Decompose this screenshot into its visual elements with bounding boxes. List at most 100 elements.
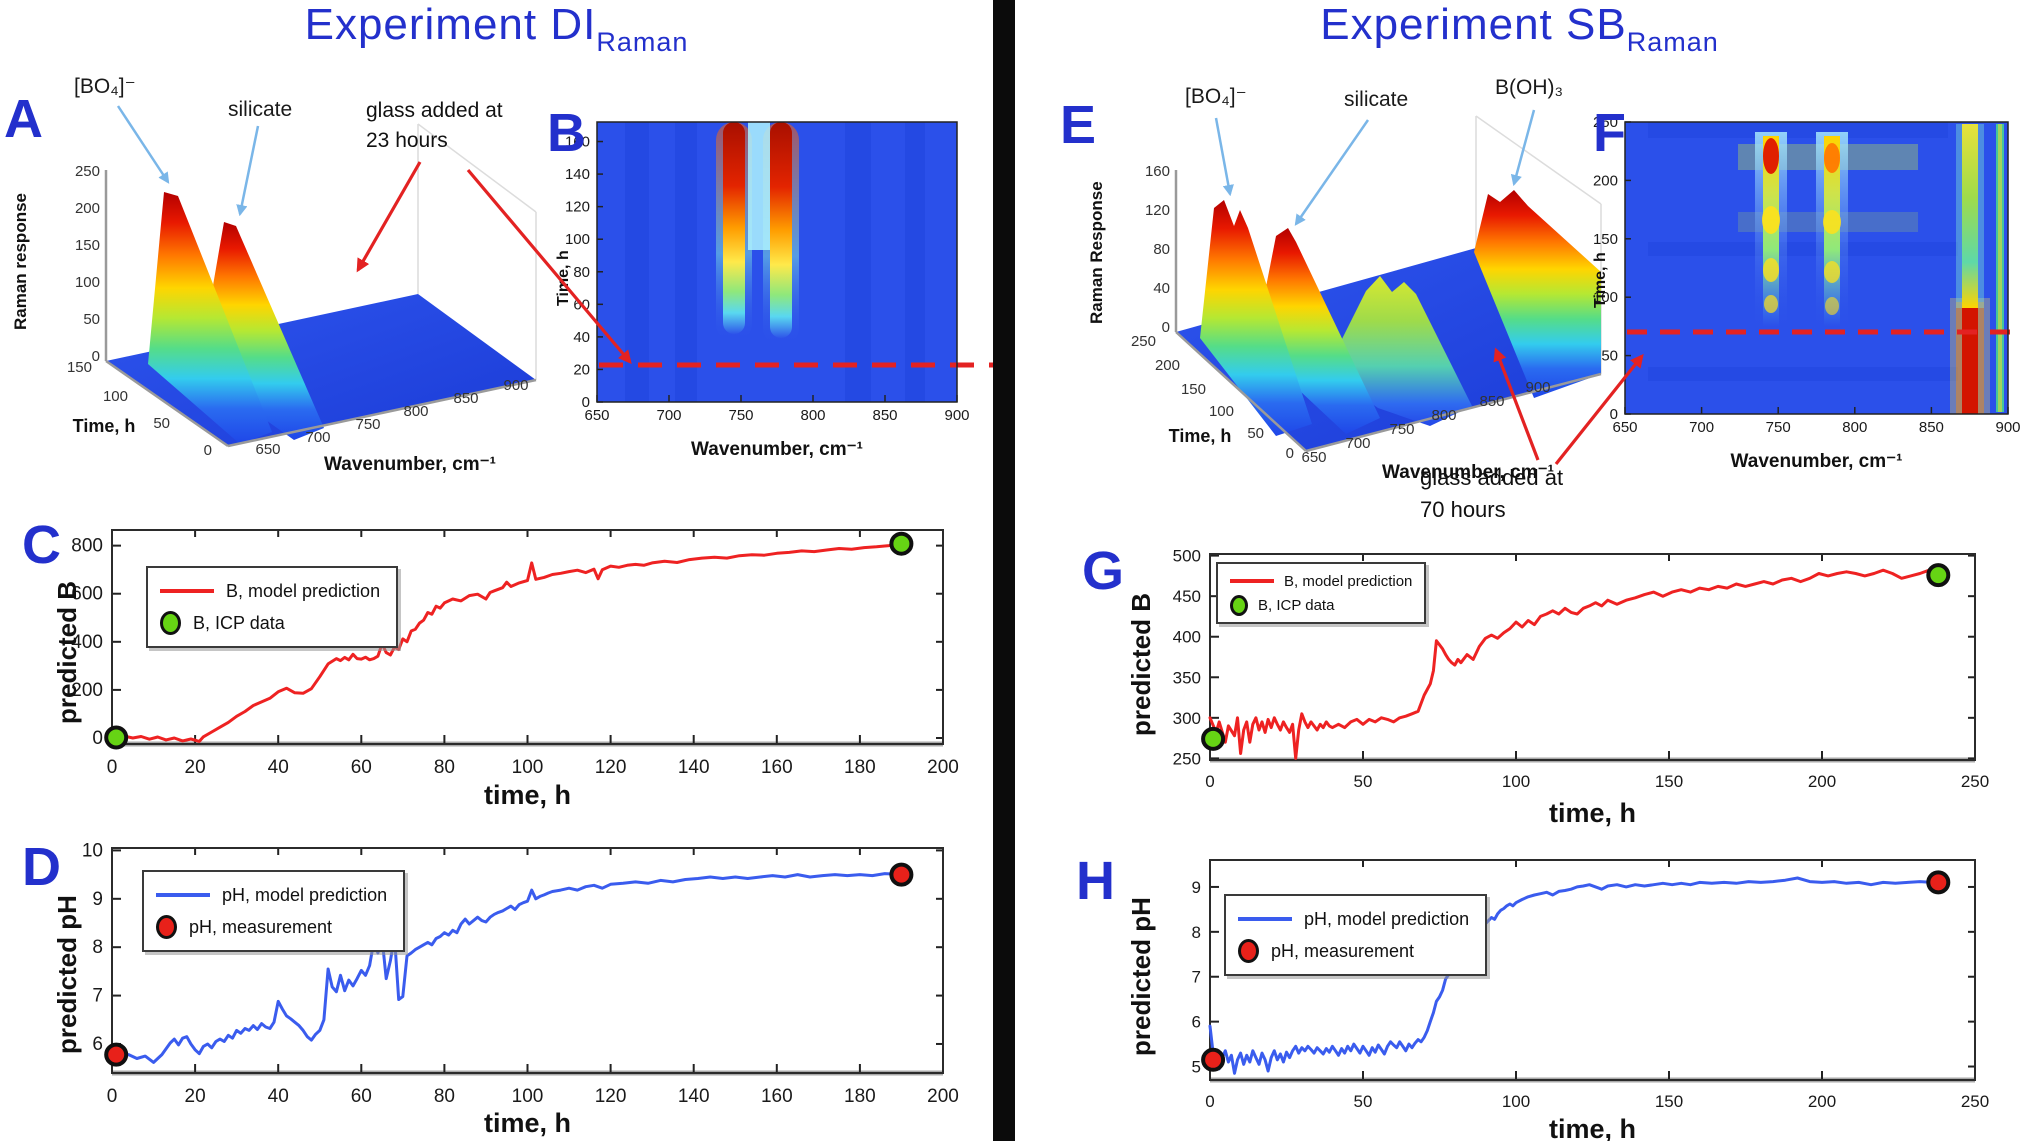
- time-tick-label: 250: [1131, 333, 1156, 350]
- panel-C-y-axis-label: predicted B: [52, 580, 82, 724]
- z-tick-label: 160: [1145, 163, 1170, 180]
- panel-B: B Time, h 650 700 750 800 850 900 160 14: [545, 96, 997, 478]
- column-divider: [993, 0, 1015, 1141]
- x-tick-label: 140: [678, 757, 710, 774]
- x-tick-label: 20: [185, 1086, 206, 1106]
- x-tick-label: 0: [107, 757, 118, 774]
- panel-B-letter: B: [547, 103, 586, 163]
- y-tick-label: 8: [1192, 923, 1201, 942]
- hot-blob: [1823, 210, 1841, 234]
- wn-tick-label: 650: [255, 441, 280, 458]
- plot-border: [1209, 553, 1976, 761]
- x-tick-label: 900: [944, 407, 969, 424]
- panel-A-wavenumber-ticks: 650 700 750 800 850 900: [255, 377, 528, 458]
- plot-border: [1209, 859, 1976, 1081]
- legend-row: pH, measurement: [1238, 935, 1469, 967]
- y-tick-label: 200: [71, 680, 103, 701]
- legend-label: pH, model prediction: [222, 884, 388, 905]
- panel-H-x-axis-label: time, h: [1548, 1114, 1636, 1141]
- panel-E: E: [1048, 76, 1613, 491]
- x-tick-label: 200: [1808, 1092, 1836, 1111]
- x-tick-label: 700: [656, 407, 681, 424]
- hot-blob: [1824, 143, 1840, 173]
- wn-tick-label: 650: [1301, 449, 1326, 466]
- panel-D-x-axis-label: time, h: [483, 1108, 571, 1138]
- x-tick-label: 40: [268, 757, 289, 774]
- y-tick-label: 600: [71, 584, 103, 605]
- time-tick-label: 50: [153, 415, 170, 432]
- y-tick-label: 10: [82, 840, 103, 861]
- y-tick-label: 60: [573, 296, 590, 313]
- panel-A-time-axis-label: Time, h: [73, 416, 136, 436]
- panel-A-z-ticks: 250 200 150 100 50 0: [75, 163, 100, 365]
- silicate-annotation: silicate: [1344, 88, 1409, 111]
- x-tick-label: 700: [1689, 419, 1714, 436]
- y-tick-label: 7: [92, 986, 103, 1007]
- x-tick-label: 160: [761, 757, 793, 774]
- legend-label: pH, model prediction: [1304, 908, 1470, 929]
- panel-E-peak-arrows: [1214, 109, 1536, 226]
- x-tick-label: 650: [584, 407, 609, 424]
- line-swatch: [160, 589, 214, 593]
- line-swatch: [1238, 917, 1292, 921]
- panel-F-y-axis-label: Time, h: [1592, 252, 1609, 308]
- y-tick-label: 200: [1593, 172, 1618, 189]
- x-tick-label: 100: [1502, 772, 1530, 791]
- x-tick-label: 0: [1205, 772, 1214, 791]
- y-tick-label: 9: [92, 889, 103, 910]
- z-tick-label: 250: [75, 163, 100, 180]
- y-tick-label: 800: [71, 536, 103, 557]
- y-tick-label: 250: [1593, 114, 1618, 131]
- y-tick-label: 50: [1601, 348, 1618, 365]
- plume-gap-light: [748, 122, 770, 250]
- x-tick-label: 200: [927, 757, 959, 774]
- x-tick-label: 0: [1205, 1092, 1214, 1111]
- z-tick-label: 80: [1153, 241, 1170, 258]
- panel-H: H predicted pH 0 50 100 150 200 250 5 6 7 8 9 time…: [1038, 840, 2024, 1141]
- x-tick-label: 80: [434, 1086, 455, 1106]
- panel-F-letter: F: [1593, 103, 1626, 163]
- left-title: Experiment DIRaman: [0, 0, 993, 58]
- line-swatch: [156, 893, 210, 897]
- note-line: 70 hours: [1420, 496, 1506, 522]
- x-tick-label: 80: [434, 757, 455, 774]
- y-tick-label: 140: [565, 166, 590, 183]
- time-tick-label: 150: [67, 359, 92, 376]
- legend-label: B, model prediction: [1284, 572, 1413, 590]
- data-marker: [1926, 563, 1951, 588]
- y-tick-label: 100: [1593, 289, 1618, 306]
- glass-added-70h-note: glass added at 70 hours: [1420, 462, 1563, 526]
- series-line: [1208, 876, 1940, 1075]
- x-tick-label: 100: [1502, 1092, 1530, 1111]
- panel-G: G predicted B 0 50 100 150 200 250 250 300 350 40…: [1038, 536, 2024, 838]
- y-tick-label: 0: [582, 394, 590, 411]
- hot-blob: [1762, 206, 1780, 234]
- x-tick-label: 100: [512, 757, 544, 774]
- legend-label: B, ICP data: [193, 612, 285, 633]
- hot-blob: [1824, 261, 1840, 283]
- legend-row: B, model prediction: [1230, 569, 1412, 593]
- panel-E-letter: E: [1060, 95, 1097, 155]
- y-tick-label: 250: [1173, 749, 1201, 768]
- panel-F: F Time, h: [1588, 92, 2024, 522]
- x-tick-label: 800: [800, 407, 825, 424]
- wn-tick-label: 750: [355, 416, 380, 433]
- marker-swatch: [156, 915, 177, 939]
- panel-E-x-axis-label: Wavenumber, cm⁻¹: [1382, 462, 1554, 483]
- panel-D-y-axis-label: predicted pH: [52, 895, 82, 1054]
- right-title-subscript: Raman: [1626, 27, 1719, 57]
- boh3-annotation: B(OH)₃: [1495, 76, 1564, 99]
- x-tick-label: 60: [351, 757, 372, 774]
- bo4-annotation: [BO₄]⁻: [74, 75, 136, 98]
- panel-C: C predicted B 0 20 40 60 80 100 120 140 160 180 20…: [18, 512, 983, 828]
- x-tick-label: 40: [268, 1086, 289, 1106]
- panel-E-time-ticks: 250 200 150 100 50 0: [1131, 333, 1294, 462]
- boh3-streak: [1962, 124, 1978, 308]
- panel-A: A 250 200: [0, 72, 548, 480]
- note-line: 23 hours: [366, 129, 448, 153]
- x-tick-label: 850: [1919, 419, 1944, 436]
- panel-B-heatmap: 650 700 750 800 850 900 160 140 120 100 80 60 40 20 0: [565, 121, 993, 424]
- z-tick-label: 200: [75, 200, 100, 217]
- wn-tick-label: 900: [1525, 379, 1550, 396]
